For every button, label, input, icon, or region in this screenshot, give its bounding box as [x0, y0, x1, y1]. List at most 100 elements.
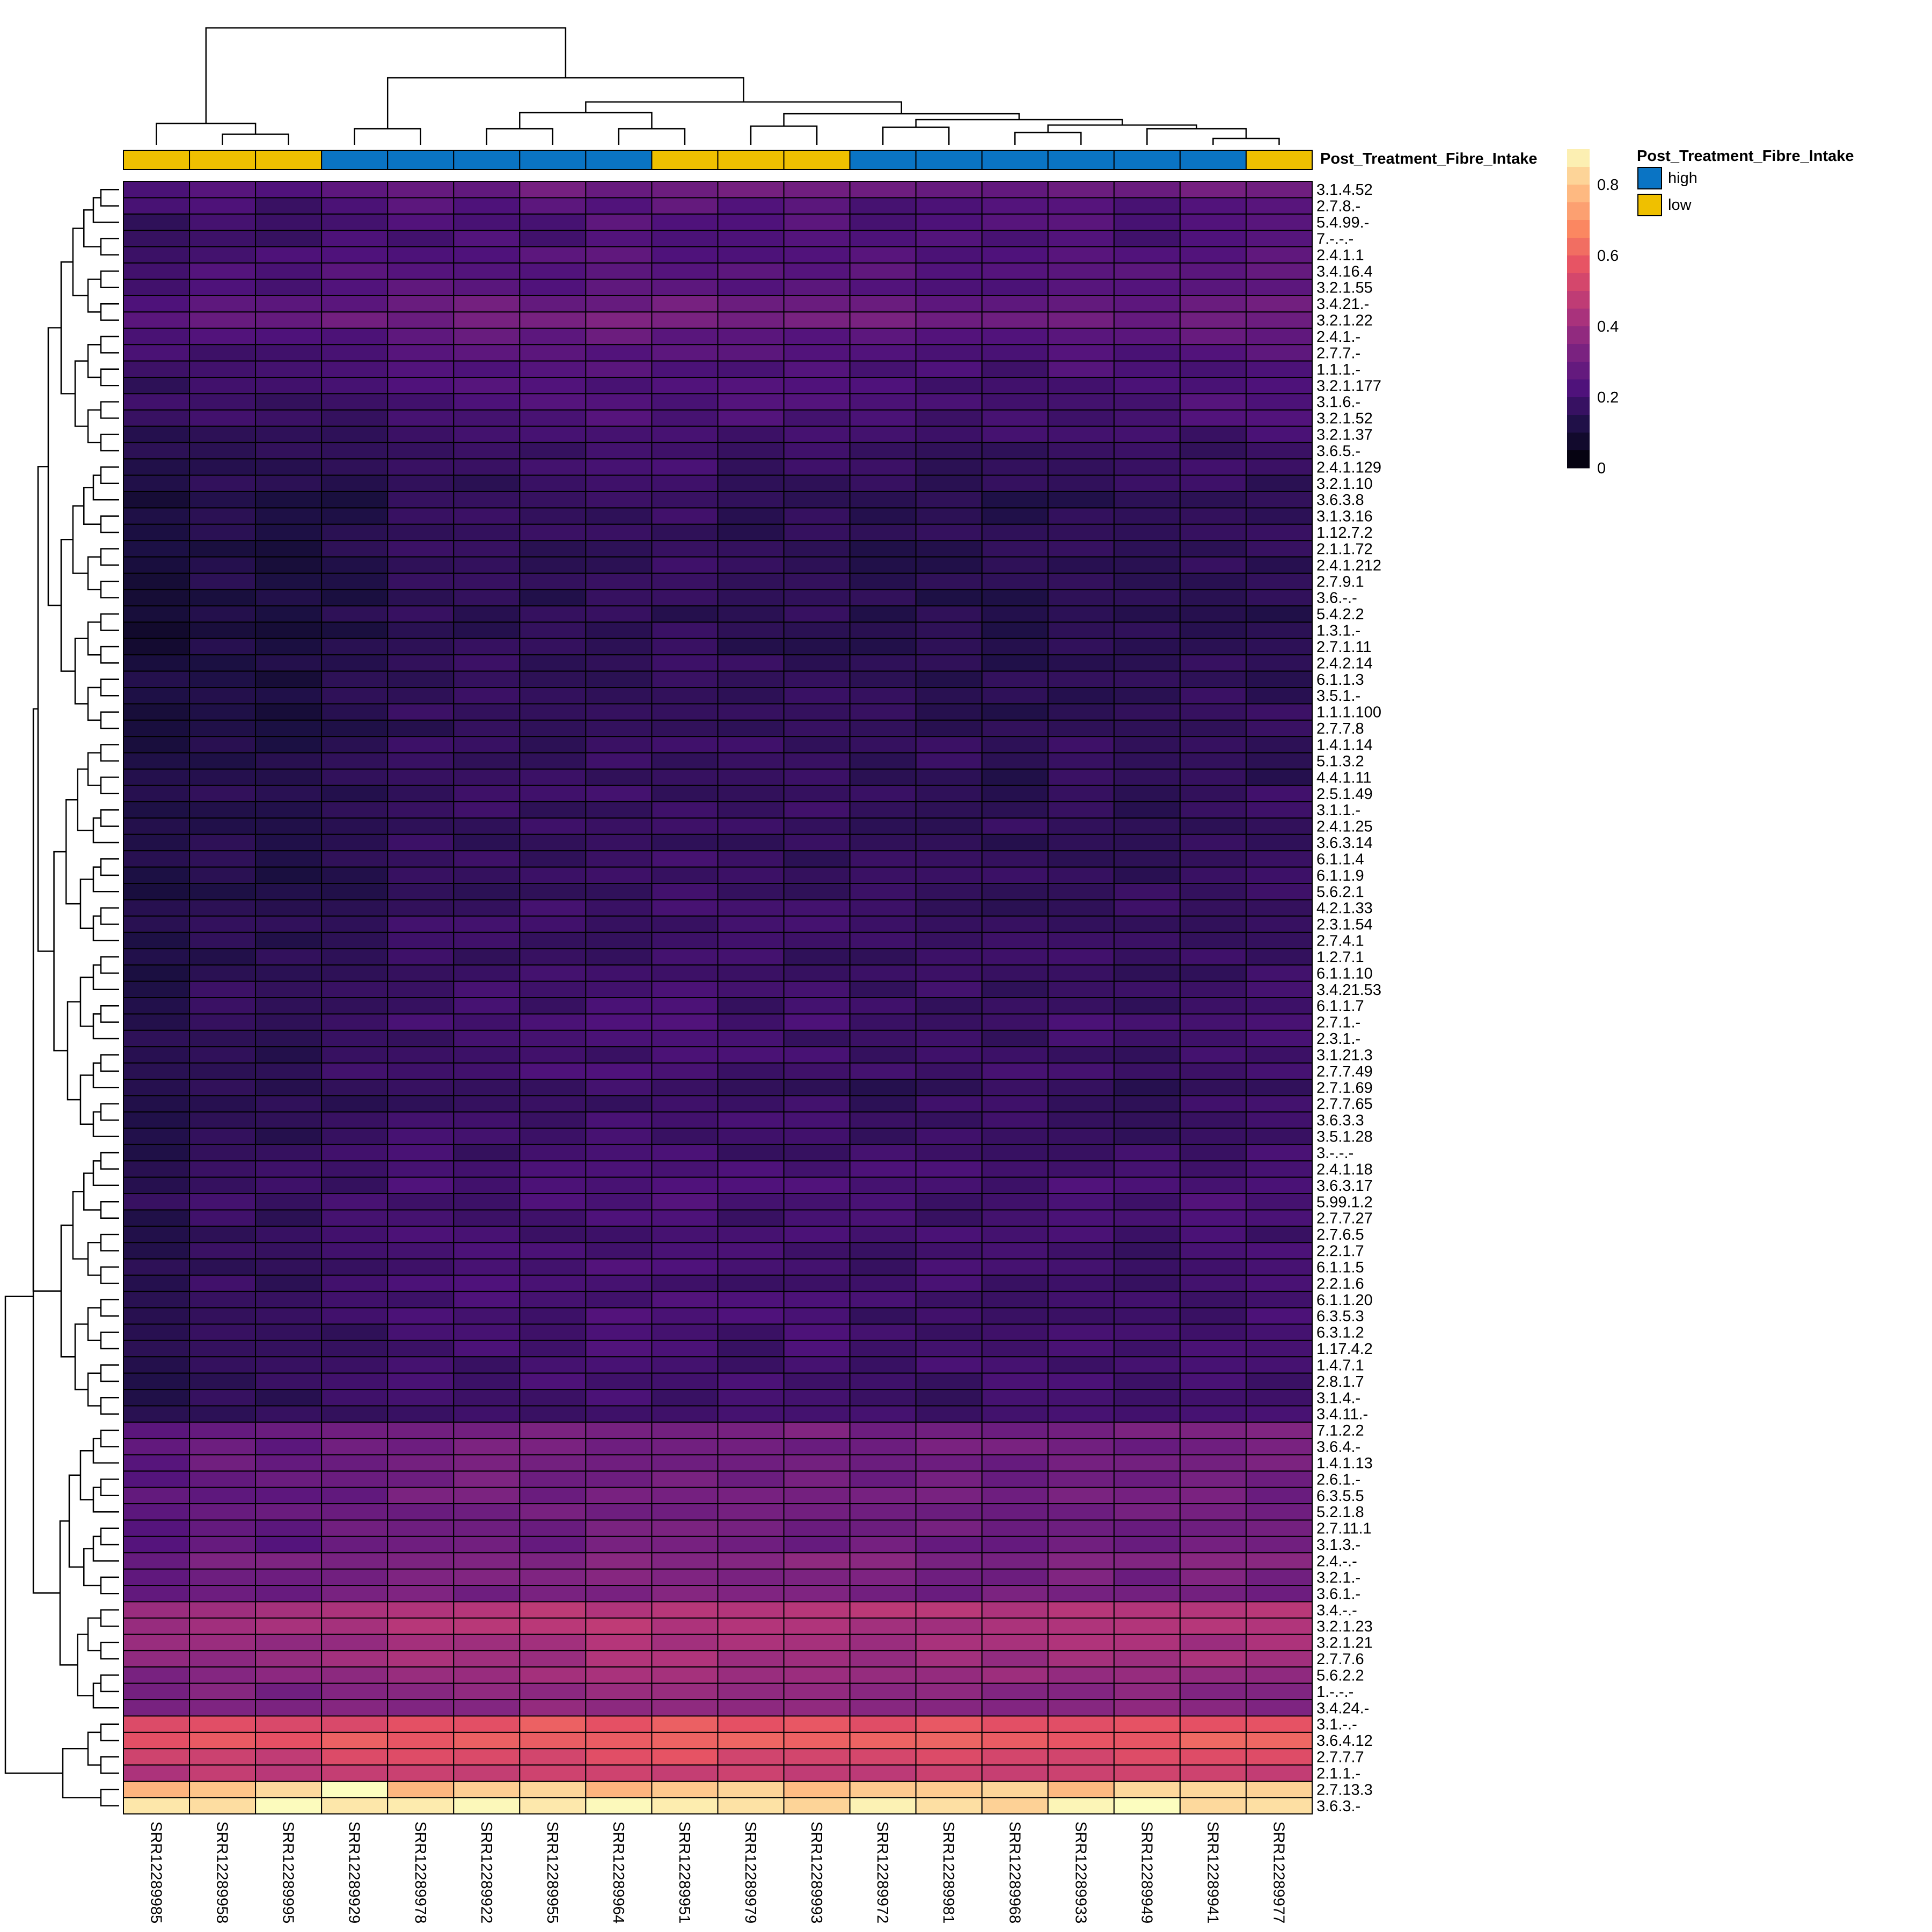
heatmap-cell	[387, 1568, 455, 1586]
heatmap-cell	[519, 1552, 587, 1570]
heatmap-cell	[849, 1715, 917, 1733]
heatmap-cell	[981, 1323, 1049, 1341]
heatmap-cell	[1047, 491, 1115, 509]
heatmap-cell	[519, 1176, 587, 1195]
heatmap-cell	[981, 556, 1049, 574]
heatmap-cell	[717, 1242, 785, 1260]
heatmap-cell	[717, 262, 785, 280]
heatmap-cell	[981, 230, 1049, 247]
heatmap-cell	[123, 1193, 191, 1211]
heatmap-cell	[915, 1340, 983, 1358]
heatmap-cell	[585, 1389, 653, 1407]
heatmap-cell	[585, 295, 653, 313]
heatmap-cell	[519, 181, 587, 199]
column-label: SRR12289951	[676, 1821, 693, 1923]
heatmap-cell	[255, 556, 323, 574]
row-label: 3.6.1.-	[1316, 1585, 1360, 1602]
heatmap-cell	[453, 1062, 521, 1080]
heatmap-cell	[585, 556, 653, 574]
heatmap-cell	[981, 1095, 1049, 1113]
heatmap-cell	[387, 752, 455, 770]
heatmap-cell	[849, 344, 917, 362]
heatmap-cell	[1047, 1275, 1115, 1292]
heatmap-cell	[387, 915, 455, 933]
heatmap-cell	[783, 1209, 851, 1227]
heatmap-cell	[519, 1617, 587, 1635]
heatmap-cell	[651, 1258, 719, 1276]
heatmap-cell	[849, 556, 917, 574]
heatmap-cell	[519, 1046, 587, 1064]
heatmap-cell	[1047, 344, 1115, 362]
heatmap-cell	[915, 932, 983, 949]
heatmap-cell	[849, 719, 917, 737]
row-label: 1.-.-.-	[1316, 1684, 1353, 1701]
heatmap-cell	[915, 1519, 983, 1537]
row-label: 3.-.-.-	[1316, 1145, 1353, 1162]
heatmap-cell	[1179, 377, 1247, 394]
heatmap-cell	[783, 1258, 851, 1276]
heatmap-cell	[1113, 883, 1181, 901]
heatmap-cell	[387, 1013, 455, 1031]
heatmap-cell	[1245, 997, 1313, 1015]
heatmap-cell	[981, 507, 1049, 525]
heatmap-cell	[1113, 769, 1181, 786]
heatmap-cell	[981, 295, 1049, 313]
heatmap-cell	[849, 1225, 917, 1243]
heatmap-cell	[981, 1585, 1049, 1602]
heatmap-cell	[123, 1601, 191, 1619]
heatmap-cell	[255, 1405, 323, 1423]
heatmap-cell	[1245, 311, 1313, 329]
heatmap-cell	[849, 327, 917, 346]
heatmap-cell	[849, 964, 917, 982]
heatmap-cell	[849, 1029, 917, 1048]
heatmap-cell	[1113, 1209, 1181, 1227]
heatmap-cell	[387, 360, 455, 378]
heatmap-cell	[915, 948, 983, 966]
heatmap-cell	[585, 1421, 653, 1439]
heatmap-cell	[717, 230, 785, 247]
heatmap-cell	[1245, 1323, 1313, 1341]
heatmap-cell	[651, 1111, 719, 1129]
row-label: 6.1.1.5	[1316, 1259, 1364, 1276]
heatmap-cell	[1113, 1356, 1181, 1374]
heatmap-cell	[123, 1389, 191, 1407]
column-label: SRR12289985	[148, 1821, 165, 1923]
heatmap-cell	[849, 213, 917, 231]
heatmap-cell	[651, 1781, 719, 1798]
heatmap-cell	[1113, 752, 1181, 770]
heatmap-cell	[189, 540, 257, 558]
heatmap-cell	[321, 1715, 389, 1733]
heatmap-cell	[651, 589, 719, 606]
heatmap-cell	[189, 1715, 257, 1733]
heatmap-cell	[915, 540, 983, 558]
column-label: SRR12289993	[808, 1821, 825, 1923]
heatmap-cell	[123, 1160, 191, 1178]
heatmap-cell	[189, 1356, 257, 1374]
heatmap-cell	[1113, 670, 1181, 689]
heatmap-cell	[585, 1585, 653, 1602]
row-label: 3.2.1.10	[1316, 475, 1373, 493]
heatmap-cell	[651, 1079, 719, 1096]
heatmap-cell	[453, 230, 521, 247]
heatmap-cell	[453, 1128, 521, 1145]
heatmap-cell	[519, 1307, 587, 1325]
heatmap-cell	[717, 1585, 785, 1602]
heatmap-cell	[387, 1176, 455, 1195]
heatmap-cell	[519, 1519, 587, 1537]
heatmap-cell	[915, 1764, 983, 1782]
heatmap-cell	[519, 426, 587, 443]
heatmap-cell	[1047, 621, 1115, 639]
heatmap-cell	[717, 344, 785, 362]
column-label: SRR12289933	[1072, 1821, 1089, 1923]
heatmap-cell	[717, 181, 785, 199]
heatmap-cell	[915, 1160, 983, 1178]
heatmap-cell	[915, 589, 983, 606]
color-scale-step	[1567, 255, 1590, 274]
heatmap-cell	[1047, 719, 1115, 737]
heatmap-cell	[123, 409, 191, 427]
heatmap-cell	[1245, 279, 1313, 296]
heatmap-cell	[123, 670, 191, 689]
heatmap-cell	[651, 1617, 719, 1635]
heatmap-cell	[387, 670, 455, 689]
heatmap-cell	[453, 1111, 521, 1129]
